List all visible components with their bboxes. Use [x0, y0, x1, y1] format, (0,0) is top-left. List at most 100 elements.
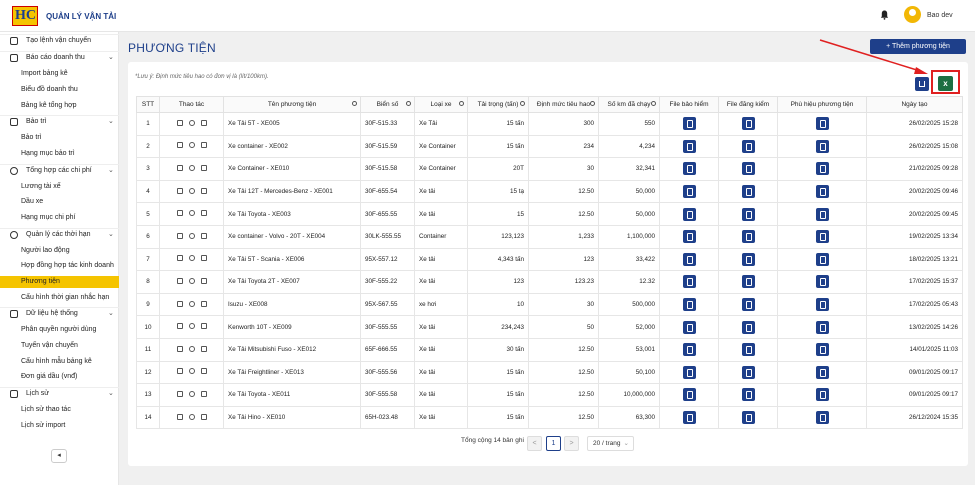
sidebar-item-3[interactable]: Biểu đồ doanh thu [0, 84, 119, 96]
prev-page-button[interactable]: < [527, 436, 542, 451]
edit-icon[interactable] [176, 368, 183, 375]
sidebar-item-2[interactable]: Import bảng kê [0, 68, 119, 80]
registration-file-icon[interactable] [741, 411, 755, 425]
column-header[interactable]: File bảo hiểm [659, 96, 719, 113]
registration-file-icon[interactable] [741, 139, 755, 153]
table-row[interactable]: 8 Xe Tải Toyota 2T - XE007 30F-555.22 Xe tả… [136, 270, 963, 294]
view-icon[interactable] [188, 413, 195, 420]
column-header[interactable]: Thao tác [159, 96, 224, 113]
badge-file-icon[interactable] [815, 207, 829, 221]
delete-icon[interactable] [200, 142, 207, 149]
column-header[interactable]: File đăng kiểm [718, 96, 778, 113]
table-row[interactable]: 12 Xe Tải Freightliner - XE013 30F-555.56 X… [136, 360, 963, 385]
column-header[interactable]: Loại xe [414, 96, 468, 113]
delete-icon[interactable] [200, 277, 207, 284]
view-icon[interactable] [188, 277, 195, 284]
edit-icon[interactable] [176, 119, 183, 126]
edit-icon[interactable] [176, 413, 183, 420]
badge-file-icon[interactable] [815, 275, 829, 289]
sidebar-item-19[interactable]: Tuyến vận chuyển [0, 340, 119, 352]
search-icon[interactable] [520, 101, 525, 106]
insurance-file-icon[interactable] [682, 162, 696, 176]
table-row[interactable]: 9 Isuzu - XE008 95X-567.55 xe hơi 10 30 500,00… [136, 292, 963, 317]
view-icon[interactable] [188, 345, 195, 352]
badge-file-icon[interactable] [815, 343, 829, 357]
table-row[interactable]: 7 Xe Tải 5T - Scania - XE006 95X-557.12 Xe … [136, 247, 963, 272]
badge-file-icon[interactable] [815, 320, 829, 334]
registration-file-icon[interactable] [741, 298, 755, 312]
bell-icon[interactable] [880, 10, 889, 20]
column-header[interactable]: Định mức tiêu hao [528, 96, 599, 113]
badge-file-icon[interactable] [815, 411, 829, 425]
edit-icon[interactable] [176, 345, 183, 352]
delete-icon[interactable] [200, 255, 207, 262]
delete-icon[interactable] [200, 345, 207, 352]
badge-file-icon[interactable] [815, 298, 829, 312]
sidebar-group-22[interactable]: Lịch sử ⌄ [0, 386, 119, 399]
view-icon[interactable] [188, 232, 195, 239]
badge-file-icon[interactable] [815, 388, 829, 402]
sidebar-item-16[interactable]: Cấu hình thời gian nhắc hạn [0, 292, 119, 304]
registration-file-icon[interactable] [741, 275, 755, 289]
page-1-button[interactable]: 1 [546, 436, 561, 451]
column-header[interactable]: Biển số [360, 96, 415, 113]
sidebar-group-8[interactable]: Tổng hợp các chi phí ⌄ [0, 163, 119, 176]
table-row[interactable]: 13 Xe Tải Toyota - XE011 30F-555.58 Xe tải 1… [136, 383, 963, 407]
table-row[interactable]: 5 Xe Tải Toyota - XE003 30F-655.55 Xe tải 15… [136, 202, 963, 226]
edit-icon[interactable] [176, 277, 183, 284]
edit-icon[interactable] [176, 232, 183, 239]
sidebar-item-23[interactable]: Lịch sử thao tác [0, 404, 119, 416]
next-page-button[interactable]: > [564, 436, 579, 451]
edit-icon[interactable] [176, 142, 183, 149]
view-icon[interactable] [188, 368, 195, 375]
sidebar-item-6[interactable]: Bảo trì [0, 132, 119, 144]
insurance-file-icon[interactable] [682, 252, 696, 266]
sidebar-group-17[interactable]: Dữ liệu hệ thống ⌄ [0, 307, 119, 319]
insurance-file-icon[interactable] [682, 343, 696, 357]
badge-file-icon[interactable] [815, 230, 829, 244]
table-row[interactable]: 10 Kenworth 10T - XE009 30F-555.55 Xe tải 23… [136, 315, 963, 339]
delete-icon[interactable] [200, 210, 207, 217]
column-header[interactable]: Phù hiệu phương tiện [777, 96, 867, 113]
view-icon[interactable] [188, 164, 195, 171]
sidebar-item-15[interactable]: Phương tiện [0, 276, 119, 288]
sidebar-item-20[interactable]: Cấu hình mẫu bảng kê [0, 356, 119, 368]
edit-icon[interactable] [176, 164, 183, 171]
delete-icon[interactable] [200, 390, 207, 397]
user-name[interactable]: Bao dev [927, 12, 953, 19]
delete-icon[interactable] [200, 164, 207, 171]
badge-file-icon[interactable] [815, 162, 829, 176]
insurance-file-icon[interactable] [682, 388, 696, 402]
table-row[interactable]: 2 Xe container - XE002 30F-515.59 Xe Contai… [136, 134, 963, 159]
column-header[interactable]: Ngày tạo [866, 96, 963, 113]
column-header[interactable]: Tải trọng (tấn) [467, 96, 529, 113]
table-row[interactable]: 6 Xe container - Volvo - 20T - XE004 30LK-… [136, 224, 963, 249]
registration-file-icon[interactable] [741, 117, 755, 131]
column-header[interactable]: Số km đã chạy [598, 96, 660, 113]
sidebar-group-0[interactable]: Tạo lệnh vận chuyển [0, 34, 119, 46]
delete-icon[interactable] [200, 368, 207, 375]
delete-icon[interactable] [200, 323, 207, 330]
registration-file-icon[interactable] [741, 388, 755, 402]
view-icon[interactable] [188, 142, 195, 149]
view-icon[interactable] [188, 187, 195, 194]
page-size-select[interactable]: 20 / trang ⌄ [587, 436, 634, 451]
sidebar-group-5[interactable]: Bảo trì ⌄ [0, 115, 119, 127]
table-row[interactable]: 1 Xe Tải 5T - XE005 30F-515.33 Xe Tải 15 tấn… [136, 112, 963, 136]
delete-icon[interactable] [200, 300, 207, 307]
search-icon[interactable] [459, 101, 464, 106]
sidebar-item-11[interactable]: Hạng mục chi phí [0, 212, 119, 224]
insurance-file-icon[interactable] [682, 117, 696, 131]
insurance-file-icon[interactable] [682, 230, 696, 244]
registration-file-icon[interactable] [741, 320, 755, 334]
table-row[interactable]: 11 Xe Tải Mitsubishi Fuso - XE012 65F-666.… [136, 337, 963, 362]
delete-icon[interactable] [200, 232, 207, 239]
registration-file-icon[interactable] [741, 162, 755, 176]
badge-file-icon[interactable] [815, 365, 829, 379]
search-icon[interactable] [406, 101, 411, 106]
table-row[interactable]: 4 Xe Tải 12T - Mercedes-Benz - XE001 30F-6… [136, 179, 963, 204]
registration-file-icon[interactable] [741, 343, 755, 357]
edit-icon[interactable] [176, 210, 183, 217]
collapse-sidebar-button[interactable]: ◂ [51, 449, 67, 463]
insurance-file-icon[interactable] [682, 275, 696, 289]
